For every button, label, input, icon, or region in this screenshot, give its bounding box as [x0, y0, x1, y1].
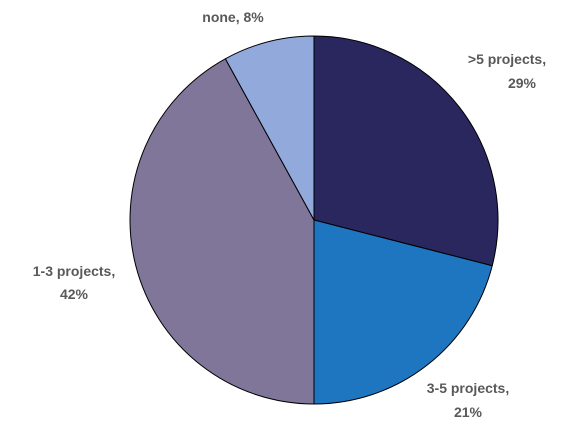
- slice-label-none: none, 8%: [202, 9, 264, 25]
- slice-label-3to5-line1: 3-5 projects,: [427, 380, 509, 396]
- slice-label-gt5-line2: 29%: [508, 75, 537, 91]
- slice-none: [224, 35, 315, 221]
- slice-label-1to3-line1: 1-3 projects,: [33, 263, 115, 279]
- slice-label-1to3-line2: 42%: [60, 286, 89, 302]
- slice-1to3-projects: [129, 58, 315, 405]
- pie-slices: [129, 35, 499, 405]
- slice-gt5-projects: [313, 35, 499, 267]
- slice-label-3to5-line2: 21%: [454, 404, 483, 420]
- slice-label-gt5-line1: >5 projects,: [468, 51, 546, 67]
- slice-3to5-projects: [313, 219, 493, 405]
